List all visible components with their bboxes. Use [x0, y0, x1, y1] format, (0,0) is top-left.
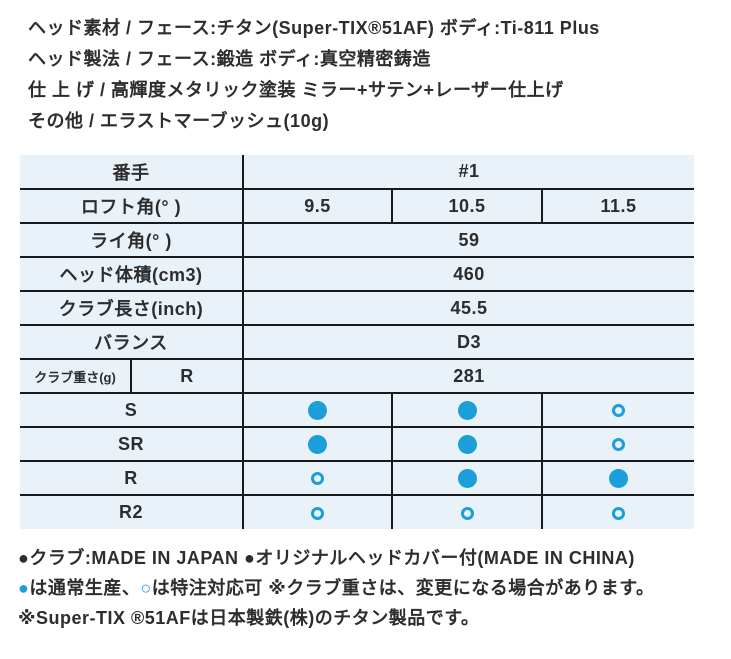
availability-dot — [612, 404, 625, 418]
row-label: S — [20, 393, 244, 428]
note-made-in: ●クラブ:MADE IN JAPAN ●オリジナルヘッドカバー付(MADE IN… — [18, 548, 635, 568]
weight-flex-label: R — [131, 359, 244, 394]
row-label: SR — [20, 427, 244, 462]
availability-dot — [457, 469, 477, 489]
row-loft-angle: ロフト角(° ) 9.5 10.5 11.5 — [20, 189, 694, 224]
legend-text-normal-production: は通常生産、 — [29, 578, 141, 598]
availability-cell — [542, 461, 694, 496]
spec-line-finish: 仕 上 げ / 高輝度メタリック塗装 ミラー+サテン+レーザー仕上げ — [28, 80, 564, 100]
row-flex-r2: R2 — [20, 495, 694, 529]
row-value: 59 — [243, 223, 694, 258]
row-label: ヘッド体積(cm3) — [20, 257, 244, 292]
availability-cell — [392, 461, 543, 496]
row-label: クラブ重さ(g) — [20, 359, 132, 394]
row-value: 460 — [243, 257, 694, 292]
availability-cell — [243, 461, 393, 496]
row-value: 45.5 — [243, 291, 694, 326]
row-flex-r: R — [20, 461, 694, 496]
open-circle-icon: ○ — [140, 578, 152, 598]
filled-circle-icon: ● — [18, 578, 30, 598]
availability-cell — [542, 427, 694, 462]
availability-cell — [243, 393, 393, 428]
note-legend: ●は通常生産、○は特注対応可 ※クラブ重さは、変更になる場合があります。 — [18, 573, 731, 603]
loft-value-1: 9.5 — [243, 189, 393, 224]
availability-dot — [612, 438, 625, 452]
availability-dot — [308, 435, 327, 455]
row-label: ライ角(° ) — [20, 223, 244, 258]
row-flex-sr: SR — [20, 427, 694, 462]
availability-cell — [542, 393, 694, 428]
availability-dot — [612, 506, 625, 520]
row-label: クラブ長さ(inch) — [20, 291, 244, 326]
row-label: ロフト角(° ) — [20, 189, 244, 224]
row-club-length: クラブ長さ(inch) 45.5 — [20, 291, 694, 326]
note-super-tix: ※Super-TIX ®51AFは日本製鉄(株)のチタン製品です。 — [18, 608, 480, 628]
row-label: R — [20, 461, 244, 496]
availability-cell — [243, 495, 393, 529]
row-club-number: 番手 #1 — [20, 155, 694, 190]
availability-dot — [460, 506, 474, 520]
availability-dot — [609, 469, 628, 489]
spec-text-block: ヘッド素材 / フェース:チタン(Super-TIX®51AF) ボディ:Ti-… — [0, 0, 731, 137]
availability-cell — [392, 427, 543, 462]
legend-text-custom-order: は特注対応可 ※クラブ重さは、変更になる場合があります。 — [151, 578, 655, 598]
club-spec-table: 番手 #1 ロフト角(° ) 9.5 10.5 11.5 ライ角(° ) 59 … — [20, 155, 694, 529]
row-label: R2 — [20, 495, 244, 529]
row-head-volume: ヘッド体積(cm3) 460 — [20, 257, 694, 292]
row-club-weight: クラブ重さ(g) R 281 — [20, 359, 694, 394]
availability-dot — [311, 472, 324, 486]
spec-line-head-material: ヘッド素材 / フェース:チタン(Super-TIX®51AF) ボディ:Ti-… — [28, 18, 600, 38]
availability-cell — [243, 427, 393, 462]
row-balance: バランス D3 — [20, 325, 694, 360]
row-lie-angle: ライ角(° ) 59 — [20, 223, 694, 258]
row-value: #1 — [243, 155, 694, 190]
loft-value-3: 11.5 — [542, 189, 694, 224]
spec-line-other: その他 / エラストマーブッシュ(10g) — [28, 111, 330, 131]
row-label: 番手 — [20, 155, 244, 190]
availability-cell — [542, 495, 694, 529]
row-value: 281 — [243, 359, 694, 394]
availability-dot — [457, 435, 477, 455]
availability-dot — [311, 506, 324, 520]
availability-cell — [392, 495, 543, 529]
availability-dot — [457, 401, 477, 421]
availability-dot — [308, 401, 327, 421]
footnotes-block: ●クラブ:MADE IN JAPAN ●オリジナルヘッドカバー付(MADE IN… — [18, 543, 731, 633]
spec-line-head-construction: ヘッド製法 / フェース:鍛造 ボディ:真空精密鋳造 — [28, 49, 431, 69]
loft-value-2: 10.5 — [392, 189, 543, 224]
row-value: D3 — [243, 325, 694, 360]
row-label: バランス — [20, 325, 244, 360]
row-flex-s: S — [20, 393, 694, 428]
availability-cell — [392, 393, 543, 428]
